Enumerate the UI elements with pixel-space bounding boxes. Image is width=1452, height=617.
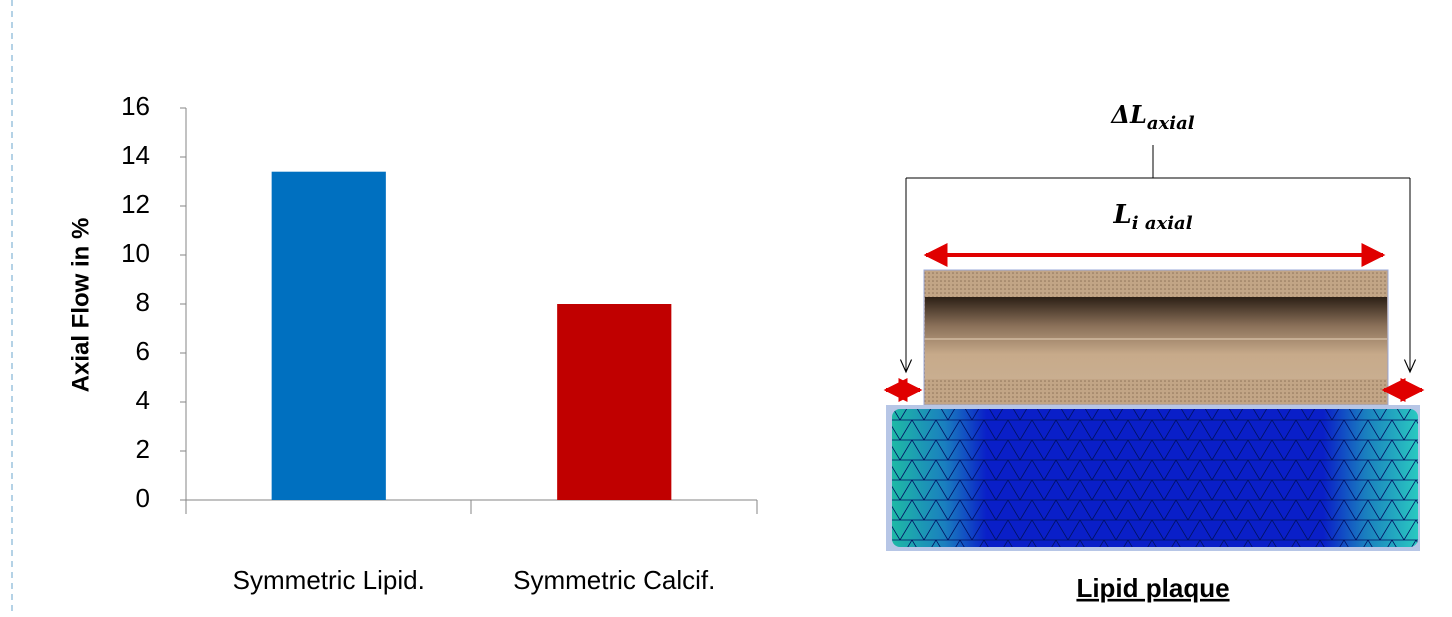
- y-tick-label: 12: [121, 189, 150, 219]
- y-axis-title: Axial Flow in %: [67, 218, 94, 393]
- x-tick-label: Symmetric Calcif.: [513, 565, 715, 595]
- length-main: L: [1112, 200, 1131, 230]
- mesh-grid: [892, 409, 1418, 547]
- x-tick-label: Symmetric Lipid.: [233, 565, 425, 595]
- delta-sub: axial: [1147, 113, 1195, 134]
- length-sub: i axial: [1132, 213, 1193, 234]
- y-tick-label: 6: [136, 336, 150, 366]
- y-tick-label: 2: [136, 434, 150, 464]
- bar: [271, 171, 386, 500]
- y-tick-label: 14: [121, 140, 150, 170]
- y-tick-label: 0: [136, 483, 150, 513]
- y-tick-label: 8: [136, 287, 150, 317]
- bar: [557, 304, 672, 500]
- delta-main: ΔL: [1110, 100, 1147, 129]
- y-tick-label: 10: [121, 238, 150, 268]
- y-tick-label: 4: [136, 385, 150, 415]
- caption: Lipid plaque: [1076, 573, 1229, 603]
- length-label: Li axial: [1112, 200, 1192, 234]
- plaque-lumen: [925, 297, 1387, 379]
- y-tick-label: 16: [121, 91, 150, 121]
- delta-label: ΔLaxial: [1110, 100, 1194, 135]
- diagram: ΔLaxial Li axial Lipid plaque: [883, 100, 1425, 603]
